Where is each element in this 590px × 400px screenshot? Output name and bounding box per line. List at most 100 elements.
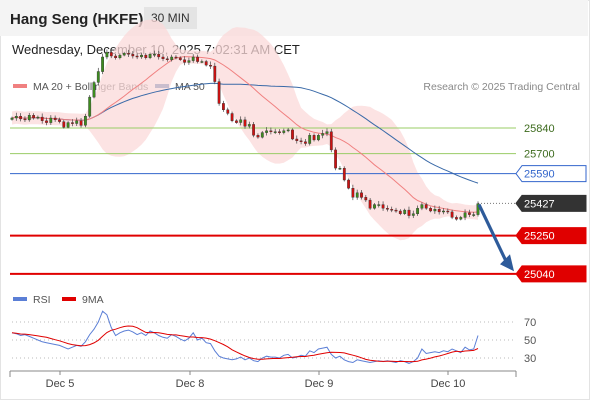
candle — [118, 53, 122, 60]
candle — [217, 78, 221, 106]
candle — [433, 205, 437, 214]
candle — [295, 135, 299, 144]
candle — [109, 49, 113, 59]
level-labels: 25840 25700 25590 25427 25250 25040 — [515, 123, 587, 283]
candle — [260, 130, 264, 139]
candle — [83, 113, 87, 128]
candle — [291, 128, 294, 141]
candle — [459, 215, 463, 221]
candle — [455, 215, 458, 221]
level-label-25700: 25700 — [524, 149, 555, 161]
candle — [424, 202, 428, 210]
candle — [299, 137, 303, 145]
candle — [191, 54, 195, 63]
candle — [204, 59, 208, 67]
candle — [14, 112, 18, 121]
svg-text:25250: 25250 — [524, 231, 555, 243]
candle — [420, 202, 424, 211]
bollinger-band-fill — [12, 19, 478, 241]
candle — [183, 56, 186, 66]
candle — [96, 67, 100, 86]
candle — [347, 178, 350, 190]
ma50-legend-label: MA 50 — [175, 81, 205, 93]
candle — [79, 118, 83, 128]
candle — [23, 116, 27, 123]
candle — [36, 115, 40, 120]
candle — [144, 53, 148, 60]
ma9-legend-swatch — [62, 297, 76, 301]
candle — [27, 112, 31, 122]
candle — [226, 107, 230, 116]
candle — [437, 205, 441, 215]
rsi-ma-line — [11, 325, 479, 363]
candle — [446, 208, 450, 214]
level-lines — [10, 127, 516, 275]
candle — [209, 61, 212, 69]
candle — [476, 201, 480, 217]
candle — [140, 52, 143, 59]
candle — [269, 127, 273, 135]
moving-averages — [11, 56, 479, 213]
rsi-tick-label: 70 — [524, 317, 536, 329]
candle — [377, 200, 381, 208]
x-tick-label: Dec 5 — [46, 378, 75, 390]
bollinger-band — [12, 19, 478, 241]
candle — [429, 206, 432, 213]
ma20-line — [11, 56, 479, 213]
candle — [468, 209, 471, 218]
candle — [286, 128, 290, 133]
candle — [127, 49, 130, 57]
level-label-25040: 25040 — [515, 265, 587, 283]
candle — [105, 49, 109, 60]
candle — [368, 198, 372, 210]
x-axis: Dec 5 Dec 8 Dec 9 Dec 10 — [9, 370, 517, 390]
candle — [178, 56, 182, 61]
candle — [342, 166, 346, 182]
candle — [88, 95, 92, 118]
candle — [411, 210, 415, 219]
candle — [442, 208, 445, 215]
candle — [355, 189, 359, 200]
candle — [381, 201, 385, 211]
candle — [170, 54, 174, 62]
candle — [114, 53, 118, 60]
candle — [230, 111, 234, 123]
candle — [122, 51, 126, 57]
level-label-25427: 25427 — [515, 194, 587, 212]
candle — [10, 116, 14, 121]
candle — [92, 80, 96, 99]
candle — [196, 54, 199, 64]
candle — [58, 117, 61, 124]
candle — [407, 206, 411, 219]
candle — [234, 119, 238, 124]
svg-text:25590: 25590 — [524, 169, 555, 181]
candle — [135, 53, 139, 60]
candle — [338, 165, 342, 170]
x-tick-label: Dec 10 — [431, 378, 466, 390]
candle — [239, 116, 243, 126]
candle — [398, 209, 402, 216]
credit-label: Research © 2025 Trading Central — [423, 81, 580, 93]
candle — [66, 121, 70, 129]
candle — [329, 128, 333, 153]
candle — [49, 115, 53, 125]
candle — [273, 128, 277, 135]
candle — [364, 194, 368, 202]
candle — [472, 211, 476, 217]
x-tick-label: Dec 9 — [305, 378, 334, 390]
ma20-legend-swatch — [13, 84, 27, 88]
level-label-25590: 25590 — [515, 165, 587, 183]
candle — [390, 206, 394, 213]
candle — [351, 184, 355, 201]
candle — [360, 190, 363, 200]
candle — [386, 205, 389, 212]
candle — [403, 208, 407, 215]
candles — [10, 49, 480, 221]
rsi-line — [11, 310, 479, 364]
rsi-tick-label: 30 — [524, 353, 536, 365]
candle — [394, 207, 398, 213]
candle — [308, 132, 312, 146]
candle — [152, 50, 156, 58]
